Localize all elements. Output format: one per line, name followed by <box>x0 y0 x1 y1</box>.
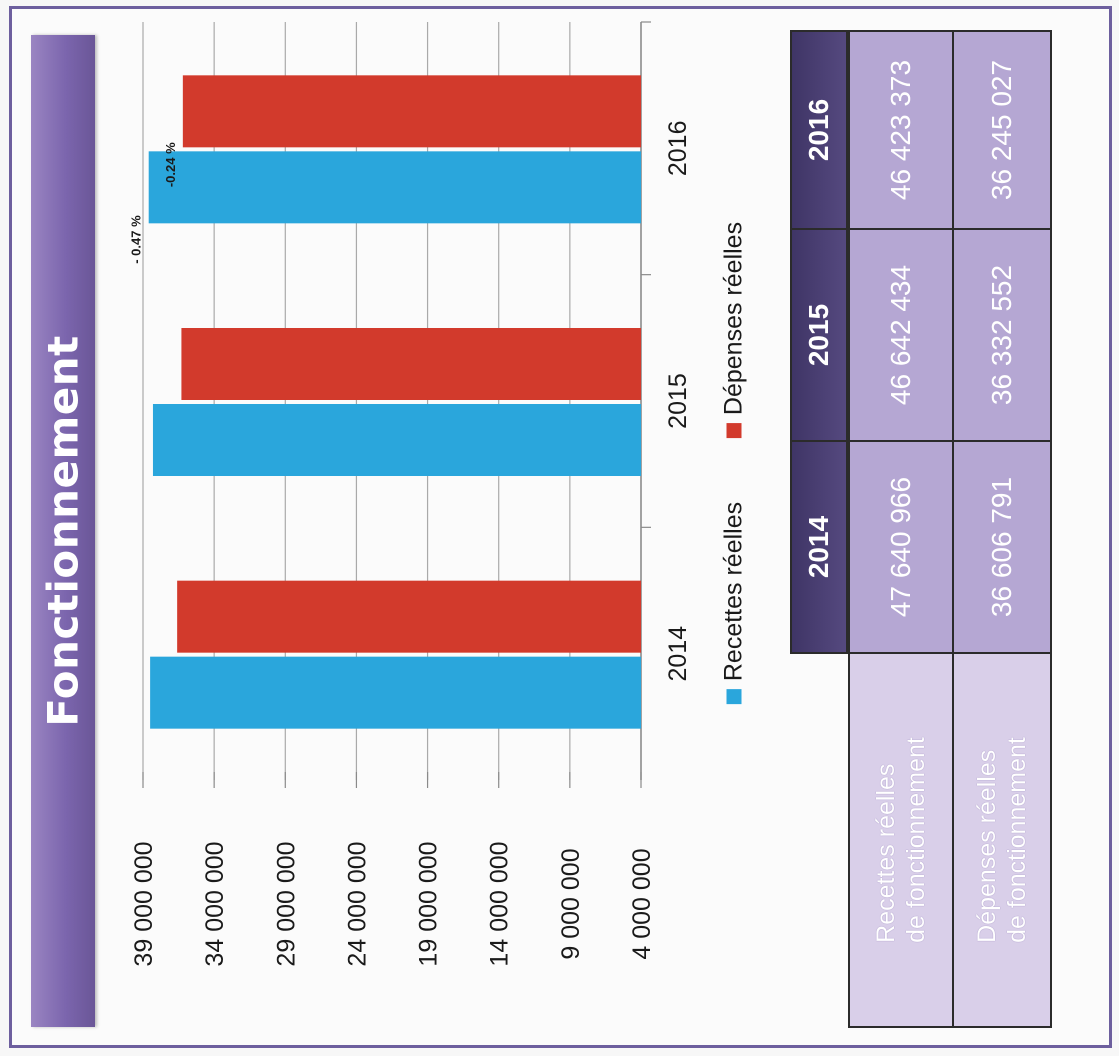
bar-dépenses-2014 <box>177 580 642 653</box>
table-cell-value: 36 606 791 <box>986 476 1017 618</box>
bar-recettes-2014 <box>150 656 641 729</box>
y-tick-label: 19 000 000 <box>415 841 443 966</box>
table-cell-value: 46 642 434 <box>885 264 916 406</box>
y-tick-label: 9 000 000 <box>557 848 585 959</box>
bar-recettes-2016 <box>148 151 642 224</box>
y-tick-label: 39 000 000 <box>130 841 158 966</box>
row-label-line2: de fonctionnement <box>902 737 930 943</box>
table-header-2015: 2015 <box>790 228 848 442</box>
y-tick-label: 4 000 000 <box>628 848 656 959</box>
y-tick-label: 24 000 000 <box>343 841 371 966</box>
y-tick-label: 34 000 000 <box>201 841 229 966</box>
data-annotation: -0.24 % <box>163 142 178 187</box>
table-cell-depenses-2016: 36 245 027 <box>952 30 1052 230</box>
table-row-label-depenses: Dépenses réelles de fonctionnement <box>952 652 1052 1028</box>
bar-dépenses-2016 <box>182 75 641 148</box>
table-cell-value: 36 332 552 <box>986 264 1017 406</box>
x-tick-label: 2016 <box>664 121 692 177</box>
bar-dépenses-2015 <box>181 328 641 400</box>
table-header-label: 2015 <box>803 303 834 367</box>
table-cell-recettes-2015: 46 642 434 <box>848 228 954 442</box>
row-label-line1: Dépenses réelles <box>973 749 1001 943</box>
title-band <box>31 35 95 1027</box>
table-header-2016: 2016 <box>790 30 848 230</box>
table-row-label-recettes: Recettes réelles de fonctionnement <box>848 652 954 1028</box>
x-tick-label: 2015 <box>664 373 692 429</box>
table-cell-recettes-2016: 46 423 373 <box>848 30 954 230</box>
table-cell-depenses-2014: 36 606 791 <box>952 440 1052 654</box>
x-tick-label: 2014 <box>664 626 692 682</box>
table-cell-value: 46 423 373 <box>885 59 916 201</box>
row-label-line2: de fonctionnement <box>1003 737 1031 943</box>
table-cell-value: 36 245 027 <box>986 59 1017 201</box>
data-annotation: - 0.47 % <box>129 215 144 264</box>
table-cell-depenses-2015: 36 332 552 <box>952 228 1052 442</box>
y-tick-label: 29 000 000 <box>272 841 300 966</box>
y-tick-label: 14 000 000 <box>486 841 514 966</box>
row-label-line1: Recettes réelles <box>872 763 900 943</box>
table-header-label: 2014 <box>803 515 834 579</box>
table-header-2014: 2014 <box>790 440 848 654</box>
bar-recettes-2015 <box>152 404 641 476</box>
table-header-label: 2016 <box>803 98 834 162</box>
table-cell-recettes-2014: 47 640 966 <box>848 440 954 654</box>
table-cell-value: 47 640 966 <box>885 476 916 618</box>
